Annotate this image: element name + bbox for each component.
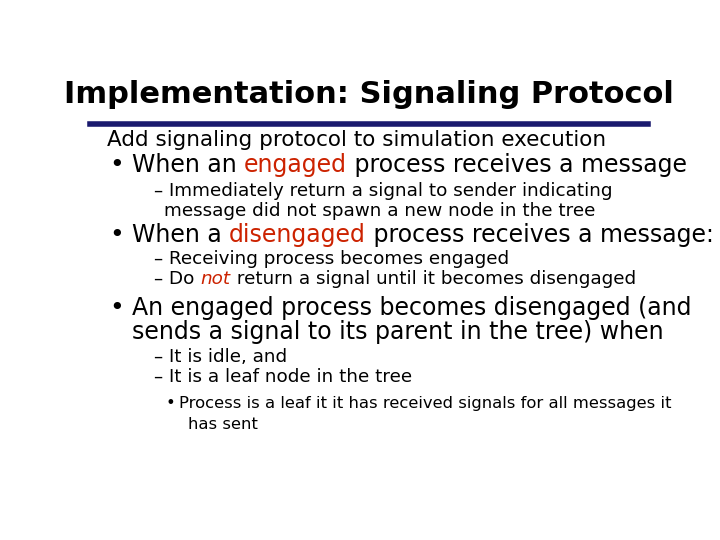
Text: When a: When a (132, 223, 229, 247)
Text: •: • (109, 295, 125, 320)
Text: •: • (109, 223, 125, 247)
Text: has sent: has sent (188, 417, 258, 432)
Text: message did not spawn a new node in the tree: message did not spawn a new node in the … (163, 202, 595, 220)
Text: process receives a message: process receives a message (347, 153, 687, 178)
Text: not: not (200, 269, 230, 287)
Text: sends a signal to its parent in the tree) when: sends a signal to its parent in the tree… (132, 320, 663, 344)
Text: – It is a leaf node in the tree: – It is a leaf node in the tree (154, 368, 413, 387)
Text: •: • (109, 153, 125, 178)
Text: When an: When an (132, 153, 244, 178)
Text: Add signaling protocol to simulation execution: Add signaling protocol to simulation exe… (107, 130, 606, 150)
Text: Implementation: Signaling Protocol: Implementation: Signaling Protocol (64, 80, 674, 109)
Text: – Receiving process becomes engaged: – Receiving process becomes engaged (154, 249, 509, 267)
Text: •: • (166, 396, 175, 411)
Text: – It is idle, and: – It is idle, and (154, 348, 287, 366)
Text: process receives a message:: process receives a message: (366, 223, 714, 247)
Text: engaged: engaged (244, 153, 347, 178)
Text: An engaged process becomes disengaged (and: An engaged process becomes disengaged (a… (132, 295, 691, 320)
Text: return a signal until it becomes disengaged: return a signal until it becomes disenga… (230, 269, 636, 287)
Text: Process is a leaf it it has received signals for all messages it: Process is a leaf it it has received sig… (179, 396, 672, 411)
Text: disengaged: disengaged (229, 223, 366, 247)
Text: – Do: – Do (154, 269, 200, 287)
Text: – Immediately return a signal to sender indicating: – Immediately return a signal to sender … (154, 182, 613, 200)
